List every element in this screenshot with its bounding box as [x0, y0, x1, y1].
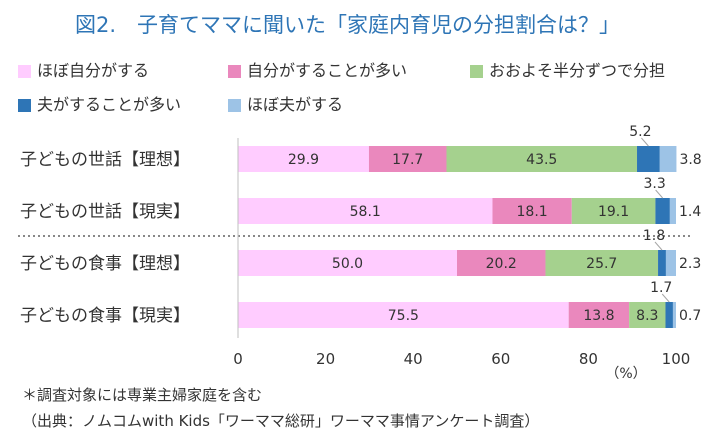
- footnote: ＊調査対象には専業主婦家庭を含む: [22, 386, 263, 404]
- data-label: 17.7: [392, 152, 423, 168]
- category-labels: 子どもの世話【理想】子どもの世話【現実】子どもの食事【理想】子どもの食事【現実】: [20, 150, 190, 326]
- bar-segment: [665, 302, 673, 328]
- data-label: 58.1: [350, 204, 381, 220]
- bar-segment: [238, 302, 569, 328]
- bar-segment: [571, 198, 656, 224]
- data-label: 1.4: [679, 204, 701, 220]
- bar-segment: [446, 146, 638, 172]
- category-label: 子どもの食事【現実】: [20, 306, 190, 326]
- bar-segment: [238, 146, 369, 172]
- legend-swatch: [228, 65, 241, 78]
- x-unit-label: （%）: [605, 366, 646, 382]
- data-label: 19.1: [598, 204, 629, 220]
- data-label: 8.3: [636, 308, 658, 324]
- tick-label: 80: [579, 350, 598, 368]
- bar-segment: [655, 198, 670, 224]
- data-label: 20.2: [486, 256, 517, 272]
- legend-label: ほぼ自分がする: [37, 61, 149, 80]
- data-label: 29.9: [288, 152, 319, 168]
- data-label: 13.8: [583, 308, 614, 324]
- data-label: 50.0: [332, 256, 363, 272]
- legend-label: 自分がすることが多い: [247, 61, 407, 80]
- bar-segment: [238, 198, 493, 224]
- leader-line: [655, 189, 664, 199]
- data-label: 75.5: [388, 308, 419, 324]
- bar-segment: [492, 198, 572, 224]
- bar-segment: [665, 250, 676, 276]
- data-label: 0.7: [679, 308, 701, 324]
- bar-segment: [568, 302, 630, 328]
- leader-line: [641, 137, 649, 147]
- bar-segment: [672, 302, 676, 328]
- legend-label: 夫がすることが多い: [37, 95, 181, 114]
- bar-segment: [637, 146, 660, 172]
- legend-label: ほぼ夫がする: [247, 95, 343, 114]
- bar-segment: [658, 250, 666, 276]
- legend-swatch: [18, 65, 31, 78]
- bar-segment: [669, 198, 676, 224]
- legend-swatch: [228, 99, 241, 112]
- legend-swatch: [470, 65, 483, 78]
- legend-label: おおよそ半分ずつで分担: [489, 61, 665, 80]
- tick-label: 40: [404, 350, 423, 368]
- data-label: 5.2: [629, 124, 651, 140]
- category-label: 子どもの世話【現実】: [20, 202, 190, 222]
- bar-segment: [368, 146, 447, 172]
- category-label: 子どもの世話【理想】: [20, 150, 190, 170]
- bar-segment: [629, 302, 666, 328]
- data-label: 3.8: [679, 152, 701, 168]
- data-label: 25.7: [586, 256, 617, 272]
- data-label: 1.7: [650, 280, 672, 296]
- x-axis: 0 20 40 60 80 100 （%）: [18, 138, 690, 382]
- bar-segment: [457, 250, 546, 276]
- bar-segment: [659, 146, 677, 172]
- data-label: 18.1: [517, 204, 548, 220]
- tick-label: 60: [491, 350, 510, 368]
- data-label: 3.3: [644, 176, 666, 192]
- source-note: （出典：ノムコムwith Kids「ワーママ総研」ワーママ事情アンケート調査）: [22, 412, 540, 430]
- tick-label: 0: [233, 350, 243, 368]
- bars: [238, 146, 677, 328]
- data-labels: 29.9 17.7 43.5 5.2 3.8 58.1 18.1 19.1 3.3 1.4 50.0…: [288, 124, 702, 324]
- data-label: 2.3: [679, 256, 701, 272]
- tick-label: 20: [316, 350, 335, 368]
- category-label: 子どもの食事【理想】: [20, 254, 190, 274]
- bar-segment: [238, 250, 457, 276]
- bar-segment: [545, 250, 659, 276]
- legend-swatch: [18, 99, 31, 112]
- tick-label: 100: [662, 350, 691, 368]
- chart-title: 図2. 子育てママに聞いた「家庭内育児の分担割合は？」: [75, 13, 620, 37]
- data-label: 43.5: [526, 152, 557, 168]
- leader-line: [661, 293, 670, 303]
- leader-line: [654, 241, 663, 251]
